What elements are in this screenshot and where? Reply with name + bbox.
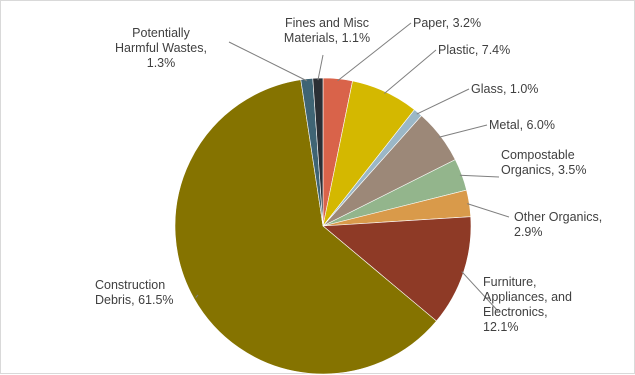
data-label-construction-debris: Construction Debris, 61.5% <box>95 278 174 307</box>
data-label-line: Harmful Wastes, <box>115 41 207 55</box>
data-label-line: Electronics, <box>483 305 548 319</box>
data-label-line: Fines and Misc <box>285 16 369 30</box>
data-label-line: Furniture, <box>483 275 537 289</box>
data-label-furniture-appliances-and-electronics: Furniture, Appliances, and Electronics, 12.… <box>483 275 572 334</box>
data-label-glass: Glass, 1.0% <box>471 82 538 96</box>
data-label-line: 1.3% <box>147 56 176 70</box>
data-label-line: Paper, 3.2% <box>413 16 481 30</box>
leader-line-glass <box>416 88 470 115</box>
pie-slices <box>174 77 472 375</box>
data-label-line: Metal, 6.0% <box>489 118 555 132</box>
data-label-line: 12.1% <box>483 320 518 334</box>
data-label-line: Plastic, 7.4% <box>438 43 510 57</box>
data-label-other-organics: Other Organics, 2.9% <box>514 210 602 239</box>
leader-line-compostable-organics <box>459 174 500 178</box>
data-label-paper: Paper, 3.2% <box>413 16 481 30</box>
data-label-line: Organics, 3.5% <box>501 163 586 177</box>
data-label-fines-and-misc-materials: Fines and Misc Materials, 1.1% <box>284 16 370 45</box>
leader-line-construction-debris <box>195 294 199 298</box>
leader-line-metal <box>438 124 488 138</box>
data-label-line: Debris, 61.5% <box>95 293 174 307</box>
leader-lines <box>195 22 510 312</box>
leader-line-paper <box>337 22 412 82</box>
pie-slice-furniture-appliances-and-electronics <box>322 216 472 322</box>
data-label-line: Potentially <box>132 26 190 40</box>
data-label-plastic: Plastic, 7.4% <box>438 43 510 57</box>
pie-slice-construction-debris <box>174 79 437 375</box>
data-labels: Paper, 3.2% Plastic, 7.4% Glass, 1.0% Metal… <box>95 16 602 334</box>
data-label-line: Construction <box>95 278 165 292</box>
data-label-line: Compostable <box>501 148 575 162</box>
data-label-line: Materials, 1.1% <box>284 31 370 45</box>
data-label-line: Appliances, and <box>483 290 572 304</box>
leader-line-plastic <box>384 49 437 94</box>
leader-line-potentially-harmful-wastes <box>228 41 308 82</box>
data-label-line: Other Organics, <box>514 210 602 224</box>
data-label-line: 2.9% <box>514 225 543 239</box>
data-label-metal: Metal, 6.0% <box>489 118 555 132</box>
leader-line-fines-and-misc-materials <box>317 54 324 81</box>
leader-line-other-organics <box>467 203 510 218</box>
data-label-line: Glass, 1.0% <box>471 82 538 96</box>
data-label-compostable-organics: Compostable Organics, 3.5% <box>501 148 586 177</box>
data-label-potentially-harmful-wastes: Potentially Harmful Wastes, 1.3% <box>115 26 207 70</box>
leader-line-furniture-appliances-and-electronics <box>461 271 499 312</box>
